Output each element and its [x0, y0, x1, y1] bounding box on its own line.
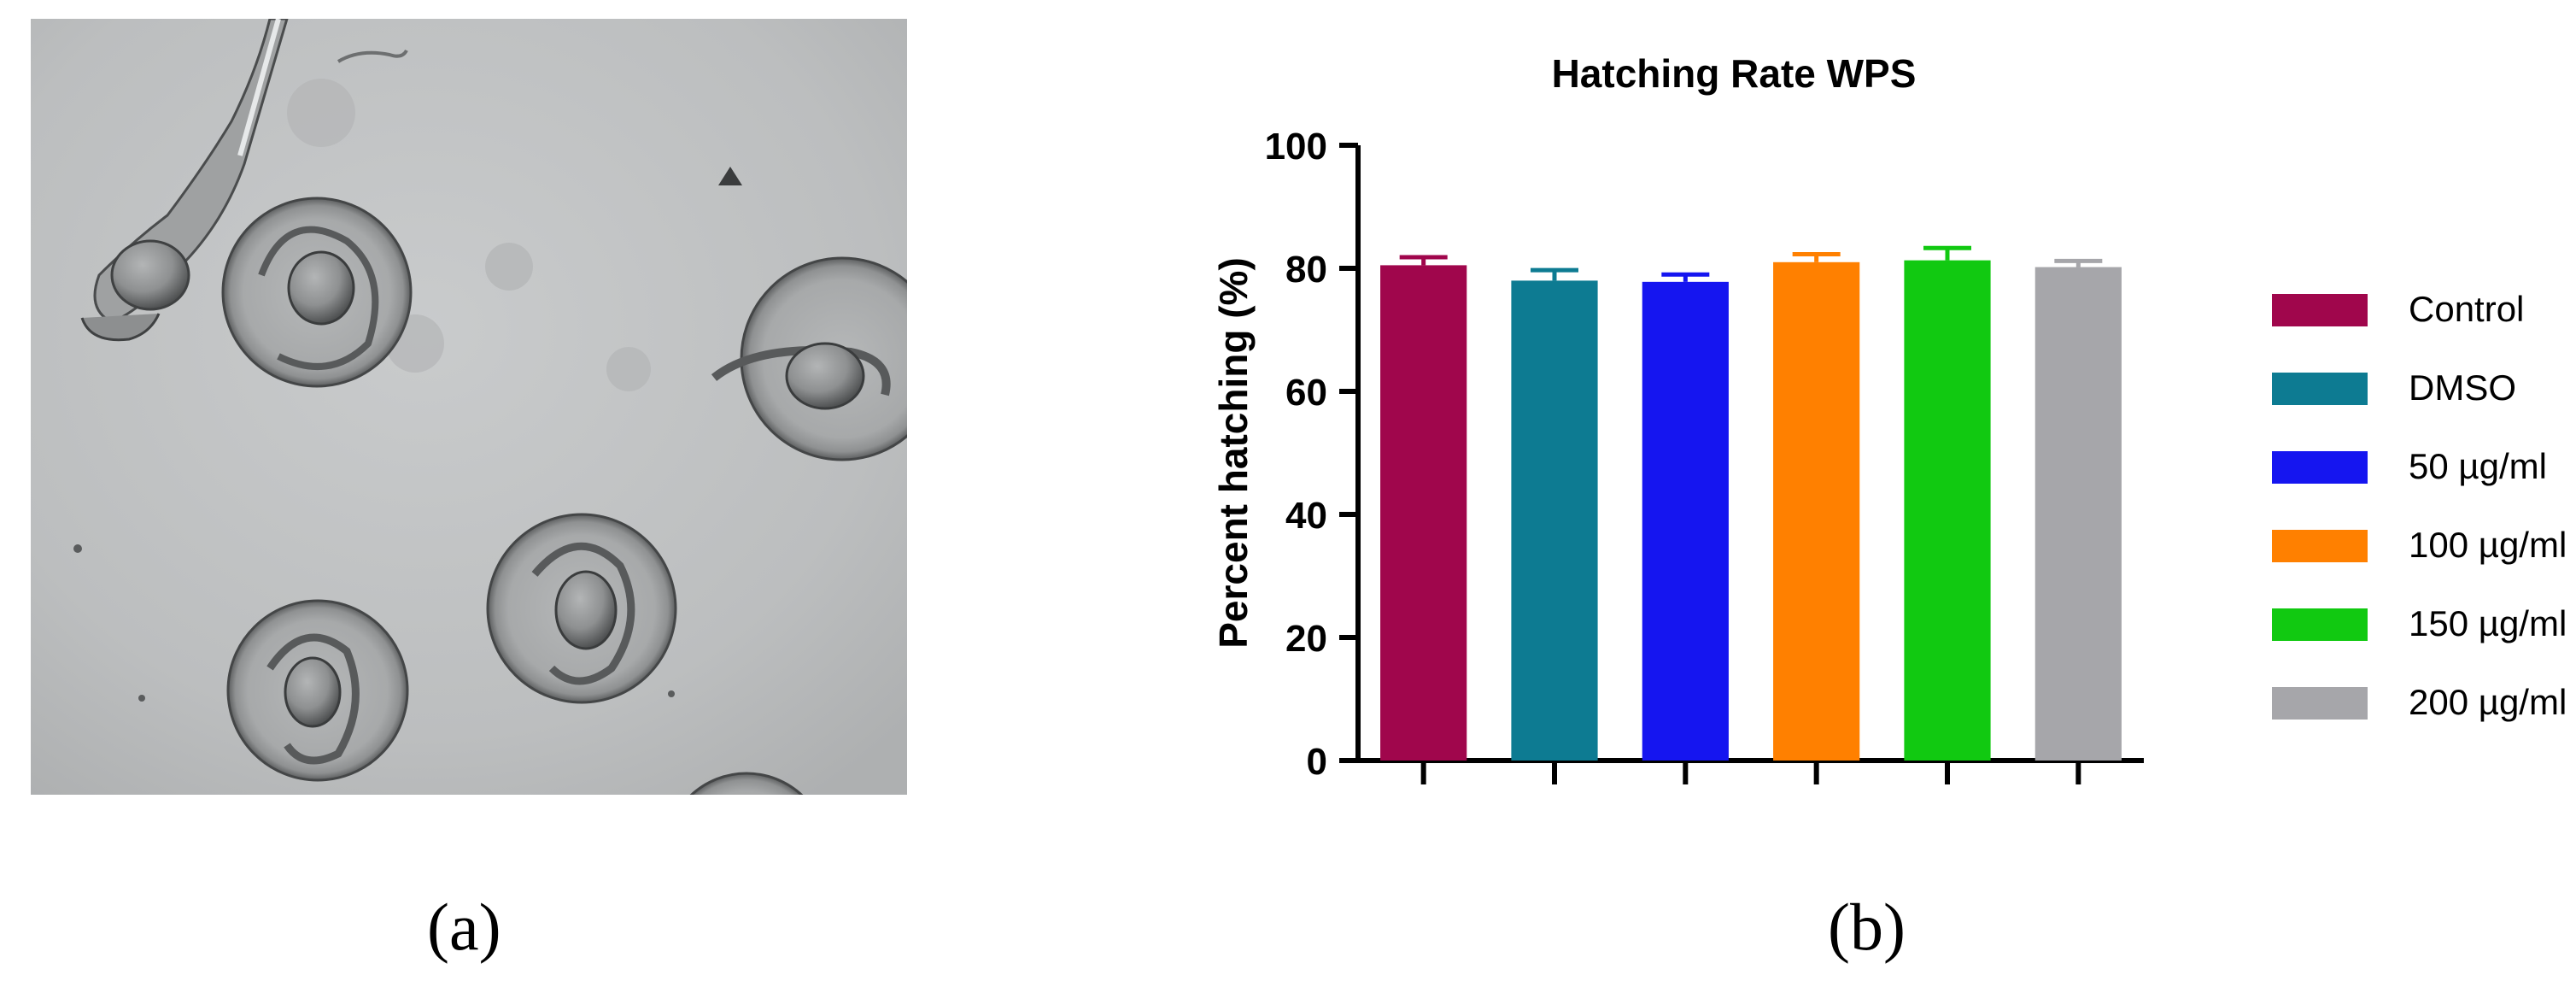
chart-title: Hatching Rate WPS [1552, 51, 1917, 96]
y-tick-label: 40 [1285, 495, 1327, 537]
legend-label: 100 µg/ml [2409, 525, 2567, 565]
legend-label: 150 µg/ml [2409, 603, 2567, 643]
hatched-larva [80, 19, 289, 342]
legend-label: 50 µg/ml [2409, 446, 2547, 486]
legend-swatch [2272, 451, 2368, 484]
legend-swatch [2272, 294, 2368, 326]
bar-chart: Hatching Rate WPS Percent hatching (%) 0… [1211, 51, 2567, 784]
legend-swatch [2272, 608, 2368, 641]
embryo-chorion [711, 256, 907, 461]
legend-swatch [2272, 687, 2368, 720]
embryo-chorion [486, 513, 677, 704]
bar-150-g-ml [1904, 260, 1991, 761]
micrograph-panel [31, 19, 907, 795]
bar-dmso [1511, 280, 1598, 761]
panel-label-a: (a) [427, 890, 501, 964]
bar-50-g-ml [1642, 281, 1729, 761]
panel-label-b: (b) [1828, 890, 1906, 964]
embryo-chorion [221, 197, 413, 388]
legend-swatch [2272, 373, 2368, 405]
plot-area: 0 20 40 60 80 100 [1265, 126, 2144, 784]
y-tick-label: 80 [1285, 249, 1327, 291]
embryo-chorion [226, 599, 409, 782]
embryo-chorion [689, 772, 804, 795]
y-tick-label: 60 [1285, 372, 1327, 414]
chart-panel: Hatching Rate WPS Percent hatching (%) 0… [1110, 26, 2576, 829]
debris-speck [718, 167, 742, 185]
legend-label: DMSO [2409, 367, 2516, 408]
zebrafish-embryos-micrograph [31, 19, 907, 795]
bar-control [1380, 265, 1467, 761]
y-axis-label: Percent hatching (%) [1211, 257, 1256, 649]
legend-label: Control [2409, 289, 2524, 329]
legend-swatch [2272, 530, 2368, 562]
bar-200-g-ml [2034, 267, 2122, 761]
y-tick-label: 100 [1265, 126, 1327, 167]
chart-legend: Control DMSO 50 µg/ml 100 µg/ml 150 µg/ml 200… [2272, 289, 2567, 722]
y-tick-label: 20 [1285, 618, 1327, 660]
legend-label: 200 µg/ml [2409, 682, 2567, 722]
bar-100-g-ml [1773, 261, 1860, 761]
y-tick-label: 0 [1307, 741, 1327, 783]
